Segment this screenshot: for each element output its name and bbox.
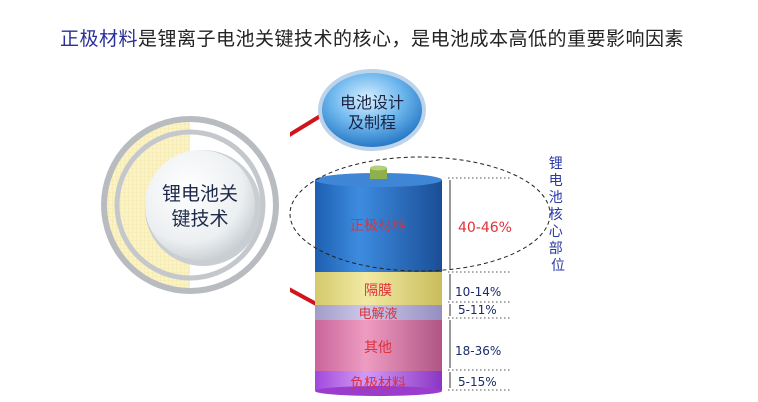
cylinder-top bbox=[315, 173, 442, 187]
hub-text-line1: 锂电池关 bbox=[162, 183, 238, 205]
layer-label-cathode: 正极材料 bbox=[350, 218, 406, 234]
design-process-bubble: 电池设计及制程 bbox=[318, 69, 426, 151]
share-anode: 5-15% bbox=[458, 375, 497, 389]
battery-cylinder: 正极材料 隔膜 电解液 其他 负极材料 bbox=[315, 165, 442, 396]
share-separator: 10-14% bbox=[455, 285, 501, 299]
bubble-text-line1: 电池设计 bbox=[340, 93, 404, 112]
layer-label-electrolyte: 电解液 bbox=[358, 307, 397, 322]
title-rest: 是锂离子电池关键技术的核心，是电池成本高低的重要影响因素 bbox=[138, 28, 685, 50]
layer-cathode bbox=[315, 180, 442, 272]
hub-text-line2: 键技术 bbox=[171, 208, 228, 230]
layer-electrolyte bbox=[315, 305, 442, 320]
layer-anode bbox=[315, 371, 442, 391]
layer-label-other: 其他 bbox=[364, 340, 392, 356]
dimension-guides bbox=[448, 177, 512, 391]
core-highlight-ellipse bbox=[289, 156, 551, 272]
share-cathode: 40-46% bbox=[458, 220, 512, 236]
svg-text:电池设计及制程: 电池设计及制程 bbox=[340, 93, 404, 132]
svg-text:锂电池关键技术: 锂电池关键技术 bbox=[162, 183, 238, 230]
layer-separator bbox=[315, 272, 442, 305]
battery-terminal bbox=[370, 168, 387, 179]
core-part-label: 锂 电 池 核 心 部 位 bbox=[549, 156, 567, 274]
page-title: 正极材料是锂离子电池关键技术的核心，是电池成本高低的重要影响因素 bbox=[60, 24, 684, 51]
title-highlight: 正极材料 bbox=[60, 28, 139, 50]
hub-circle: 锂电池关键技术 bbox=[101, 115, 290, 295]
layer-other bbox=[315, 320, 442, 371]
share-electrolyte: 5-11% bbox=[458, 303, 497, 317]
layer-label-separator: 隔膜 bbox=[364, 283, 392, 299]
share-other: 18-36% bbox=[455, 344, 501, 358]
bubble-text-line2: 及制程 bbox=[348, 113, 396, 132]
layer-label-anode: 负极材料 bbox=[350, 376, 406, 392]
